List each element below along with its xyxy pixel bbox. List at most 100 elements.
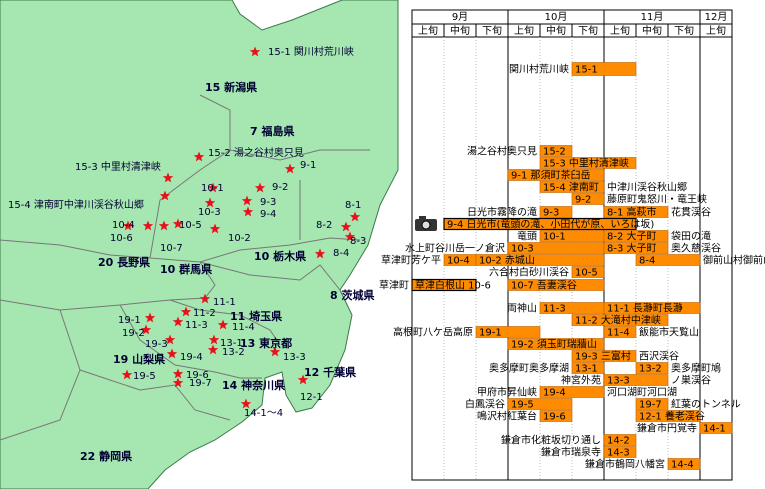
- period-bar: [603, 446, 637, 458]
- spot-label: 19-6: [186, 370, 209, 381]
- period-bar: [603, 434, 637, 446]
- bar-label: 19-6: [543, 412, 566, 423]
- spot-star: [180, 306, 192, 317]
- bar-label: 10-2 赤城山: [479, 255, 535, 267]
- spot-star: [164, 334, 176, 345]
- period-bar: [507, 398, 573, 410]
- spot-star: [249, 46, 261, 57]
- spot-star: [158, 220, 170, 231]
- spot-star: [207, 344, 219, 355]
- row-note: 袋田の滝: [671, 230, 711, 243]
- spot-star: [344, 231, 356, 242]
- bar-label: 10-5: [575, 268, 598, 279]
- row-label: 神宮外苑: [561, 374, 601, 387]
- spot-star: [166, 348, 178, 359]
- period-label: 上旬: [418, 24, 438, 37]
- spot-label: 15-3 中里村清津峡: [75, 160, 161, 173]
- prefecture-label: 10 栃木県: [254, 249, 306, 263]
- bar-label: 8-4: [639, 256, 655, 267]
- row-label: 高根町八ケ岳高原: [393, 326, 473, 339]
- spot-label: 19-5: [133, 371, 156, 382]
- bar-label: 11-1 長瀞町長瀞: [607, 302, 683, 315]
- row-label: 関川村荒川峡: [509, 63, 569, 76]
- row-note: ノ巣渓谷: [671, 374, 711, 387]
- period-bar: [603, 206, 669, 218]
- spot-label: 19-3: [145, 339, 168, 350]
- period-bar: [635, 362, 669, 374]
- row-note: 奥久慈渓谷: [671, 242, 721, 255]
- month-label: 10月: [545, 11, 568, 23]
- bar-label: 19-5: [511, 400, 534, 411]
- prefecture-label: 14 神奈川県: [222, 378, 285, 392]
- spot-star: [297, 374, 309, 385]
- spot-star: [193, 151, 205, 162]
- row-note: 藤原町鬼怒川・竜王峡: [607, 193, 707, 206]
- spot-label: 8-3: [350, 236, 366, 247]
- prefecture-label: 20 長野県: [98, 256, 150, 269]
- period-bar: [507, 279, 605, 291]
- period-label: 下旬: [674, 24, 694, 37]
- period-bar: [571, 362, 605, 374]
- bar-label: 10-4: [447, 256, 470, 267]
- spot-star: [217, 319, 229, 330]
- month-label: 12月: [705, 11, 728, 23]
- row-label: 草津町芳ケ平: [381, 254, 441, 267]
- map: 15 新潟県 7 福島県 20 長野県 10 群馬県 10 栃木県 8 茨城県 11 埼玉県…: [0, 0, 399, 489]
- bar-label: 10-3: [511, 244, 534, 255]
- spot-label: 12-1: [300, 392, 323, 403]
- bar-label: 14-1: [703, 424, 726, 435]
- spot-star: [314, 248, 326, 259]
- row-label: 水上町谷川岳一ノ倉沢: [405, 242, 505, 255]
- row-label: 日光市霧降の滝: [467, 206, 537, 219]
- bar-label: 8-2 大子町: [607, 230, 657, 243]
- bar-label: 19-4: [543, 388, 566, 399]
- period-bar: [475, 326, 541, 338]
- period-bar: [699, 422, 733, 434]
- bar-label: 8-1 高萩市: [607, 206, 657, 219]
- spot-star: [269, 346, 281, 357]
- spot-label: 9-3: [260, 197, 276, 208]
- prefecture-label: 10 群馬県: [160, 262, 212, 276]
- period-bar: [539, 410, 573, 422]
- spot-star: [242, 206, 254, 217]
- period-bar: [571, 62, 637, 76]
- spot-label: 19-7: [189, 378, 212, 389]
- row-label: 草津町: [379, 280, 409, 292]
- period-bar: [667, 458, 701, 470]
- spot-star: [208, 334, 220, 345]
- row-note: 西沢渓谷: [639, 350, 679, 363]
- spot-label: 10-4: [112, 220, 135, 231]
- row-label: 両神山: [507, 302, 537, 315]
- prefecture-label: 7 福島県: [250, 124, 294, 138]
- bar-label: 15-4 津南町: [543, 181, 599, 194]
- row-note: 河口湖町河口湖: [607, 387, 677, 399]
- spot-star: [159, 190, 171, 201]
- spot-star: [172, 377, 184, 388]
- spot-star: [254, 182, 266, 193]
- spot-label: 13-3: [283, 352, 306, 363]
- row-label: 鳴沢村紅葉台: [477, 410, 537, 423]
- row-note: 花貫渓谷: [671, 206, 711, 219]
- row-note: 飯能市天覧山: [639, 326, 699, 339]
- period-bar: [603, 230, 669, 242]
- period-bar: [539, 145, 573, 157]
- row-note: 御前山村御前山: [703, 254, 765, 267]
- spot-star: [204, 197, 216, 208]
- spot-label: 10-7: [160, 243, 183, 254]
- prefecture-label: 11 埼玉県: [230, 309, 282, 323]
- bar-label: 19-3 三富村: [575, 350, 631, 363]
- period-label: 中旬: [546, 24, 566, 37]
- spot-star: [144, 312, 156, 323]
- period-label: 上旬: [706, 24, 726, 37]
- bar-label: 9-2: [575, 195, 591, 206]
- period-bar: [475, 254, 605, 266]
- period-label: 下旬: [482, 24, 502, 37]
- bar-label: 19-1: [479, 328, 502, 339]
- spot-label: 8-1: [345, 200, 361, 211]
- prefecture-label: 22 静岡県: [80, 449, 132, 463]
- row-label: 白鳳渓谷: [465, 398, 505, 411]
- spot-star: [240, 398, 252, 409]
- period-bar: [539, 157, 637, 169]
